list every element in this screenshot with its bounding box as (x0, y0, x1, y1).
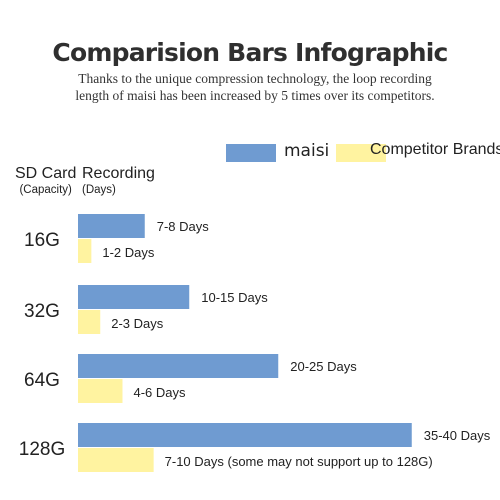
bar-competitor-32G (78, 310, 101, 334)
recording-header: Recording (Days) (82, 165, 155, 197)
bar-competitor-16G (78, 239, 92, 263)
capacity-header: SD Card (Capacity) (15, 165, 76, 197)
bar-competitor-64G (78, 379, 123, 403)
recording-header-label: Recording (82, 165, 155, 182)
data-label-maisi-64G: 20-25 Days (290, 359, 357, 374)
data-label-competitor-128G: 7-10 Days (some may not support up to 12… (165, 454, 433, 469)
data-label-competitor-64G: 4-6 Days (134, 385, 187, 400)
data-label-maisi-32G: 10-15 Days (201, 290, 268, 305)
data-label-competitor-16G: 1-2 Days (102, 245, 155, 260)
category-label-32G: 32G (24, 301, 60, 322)
chart-subtitle: Thanks to the unique compression technol… (75, 71, 435, 103)
category-label-128G: 128G (19, 439, 65, 460)
bar-maisi-16G (78, 214, 145, 238)
category-label-16G: 16G (24, 230, 60, 251)
bar-maisi-128G (78, 423, 412, 447)
data-label-competitor-32G: 2-3 Days (111, 316, 164, 331)
recording-header-sub: (Days) (82, 184, 116, 196)
data-label-maisi-16G: 7-8 Days (157, 219, 210, 234)
capacity-header-label: SD Card (15, 165, 77, 182)
chart-title: Comparision Bars Infographic (52, 38, 448, 67)
bar-maisi-32G (78, 285, 190, 309)
data-label-maisi-128G: 35-40 Days (424, 428, 491, 443)
bar-competitor-128G (78, 448, 154, 472)
capacity-header-sub: (Capacity) (19, 184, 72, 196)
bar-maisi-64G (78, 354, 279, 378)
category-label-64G: 64G (24, 370, 60, 391)
